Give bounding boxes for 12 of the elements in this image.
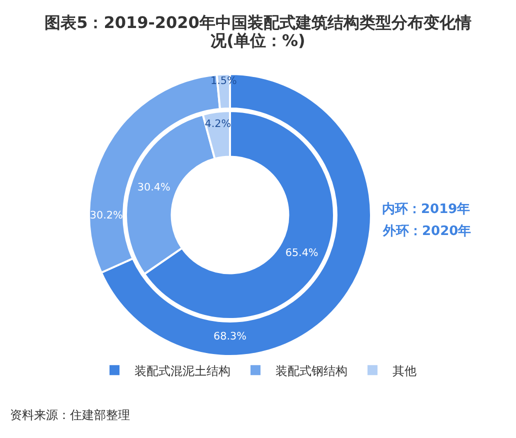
data-label: 30.2%: [90, 209, 123, 222]
chart-title: 图表5：2019-2020年中国装配式建筑结构类型分布变化情况(单位：%): [44, 13, 472, 50]
text: 内环：2019年: [382, 202, 470, 217]
legend-label: 其他: [392, 364, 416, 378]
text: 外环：2020年: [382, 224, 472, 239]
data-label: 30.4%: [137, 181, 170, 194]
data-label: 4.2%: [204, 118, 232, 130]
data-label: 68.3%: [214, 330, 247, 342]
legend-label: 装配式混泥土结构: [134, 364, 230, 378]
legend-label: 装配式钢结构: [276, 364, 348, 378]
data-label: 65.4%: [285, 247, 318, 260]
text: 资料来源：住建部整理: [10, 408, 130, 422]
